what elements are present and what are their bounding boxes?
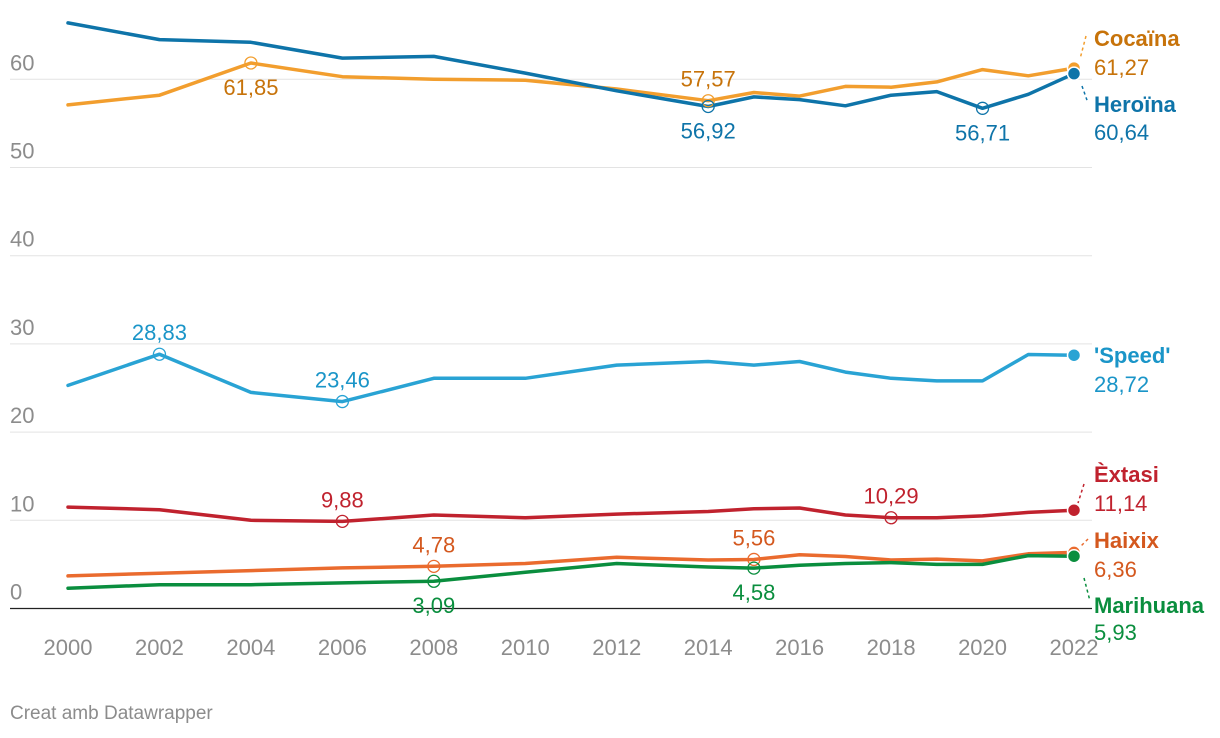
x-tick-label: 2022 [1050, 635, 1099, 660]
series-value-label: 61,27 [1094, 55, 1149, 80]
data-label: 5,56 [732, 525, 775, 550]
x-tick-label: 2014 [684, 635, 733, 660]
annotation-marker [427, 559, 441, 573]
x-tick-label: 2006 [318, 635, 367, 660]
data-markers [152, 56, 1082, 588]
x-tick-label: 2004 [226, 635, 275, 660]
y-tick-label: 60 [10, 50, 34, 75]
series-value-label: 5,93 [1094, 620, 1137, 645]
series-name-label: Èxtasi [1094, 462, 1159, 487]
annotation-marker [335, 514, 350, 529]
y-tick-label: 50 [10, 139, 34, 164]
y-tick-label: 40 [10, 227, 34, 252]
series-name-label: 'Speed' [1094, 343, 1170, 368]
data-label: 61,85 [223, 75, 278, 100]
series-line [66, 61, 1076, 107]
data-label: 28,83 [132, 320, 187, 345]
series-value-label: 28,72 [1094, 372, 1149, 397]
series-value-label: 11,14 [1094, 491, 1147, 516]
end-marker [1066, 66, 1082, 81]
series-line [66, 21, 1076, 111]
series-name-label: Heroïna [1094, 92, 1177, 117]
data-label: 9,88 [321, 487, 364, 512]
x-tick-label: 2018 [867, 635, 916, 660]
annotation-marker [244, 56, 258, 70]
data-label: 23,46 [315, 368, 370, 393]
label-connector [1081, 85, 1089, 104]
y-axis-ticks: 0 10 20 30 40 50 60 [10, 50, 34, 604]
x-tick-label: 2012 [592, 635, 641, 660]
x-tick-label: 2000 [44, 635, 93, 660]
series-name-label: Cocaïna [1094, 26, 1180, 51]
data-label: 4,78 [412, 532, 455, 557]
series-line [66, 352, 1076, 404]
annotation-marker [701, 99, 715, 114]
label-connector [1083, 577, 1091, 602]
gridlines [10, 78, 1092, 610]
data-label: 3,09 [412, 593, 455, 618]
chart-credit: Creat amb Datawrapper [10, 703, 213, 724]
annotation-marker [335, 394, 350, 409]
x-tick-label: 2010 [501, 635, 550, 660]
data-label: 56,71 [955, 120, 1010, 145]
annotation-marker [701, 94, 715, 108]
data-label: 56,92 [681, 118, 736, 143]
annotation-marker [747, 552, 761, 567]
x-tick-label: 2020 [958, 635, 1007, 660]
data-labels: 61,85 57,57 56,92 56,71 28,83 23,46 9,88 10,29 4… [132, 67, 1010, 619]
y-tick-label: 0 [10, 580, 22, 605]
series-name-label: Marihuana [1094, 593, 1205, 618]
annotation-marker [152, 347, 167, 361]
x-tick-label: 2002 [135, 635, 184, 660]
y-tick-label: 20 [10, 403, 34, 428]
series-value-label: 6,36 [1094, 557, 1137, 582]
x-tick-label: 2016 [775, 635, 824, 660]
x-axis-ticks: 2000 2002 2004 2006 2008 2010 2012 2014 2016 2018… [44, 635, 1099, 660]
data-label: 4,58 [732, 580, 775, 605]
series-line [66, 553, 1076, 590]
label-connector [1077, 483, 1085, 504]
y-tick-label: 10 [10, 491, 34, 516]
data-label: 10,29 [864, 484, 919, 509]
end-marker [1066, 347, 1082, 363]
series-line [66, 550, 1076, 578]
series-name-label: Haixix [1094, 528, 1160, 553]
end-marker [1066, 502, 1082, 518]
label-connector [1079, 35, 1087, 60]
annotation-marker [427, 574, 441, 588]
end-labels: Cocaïna 61,27 Heroïna 60,64 'Speed' 28,72 Èxta… [1077, 26, 1205, 645]
series-lines [66, 21, 1076, 590]
series-value-label: 60,64 [1094, 120, 1149, 145]
annotation-marker [975, 101, 990, 115]
y-tick-label: 30 [10, 315, 34, 340]
annotation-marker [747, 561, 761, 575]
series-line [66, 505, 1076, 524]
x-tick-label: 2008 [409, 635, 458, 660]
data-label: 57,57 [681, 67, 736, 92]
annotation-marker [884, 511, 898, 525]
end-marker [1066, 548, 1082, 564]
label-connector [1079, 538, 1089, 548]
